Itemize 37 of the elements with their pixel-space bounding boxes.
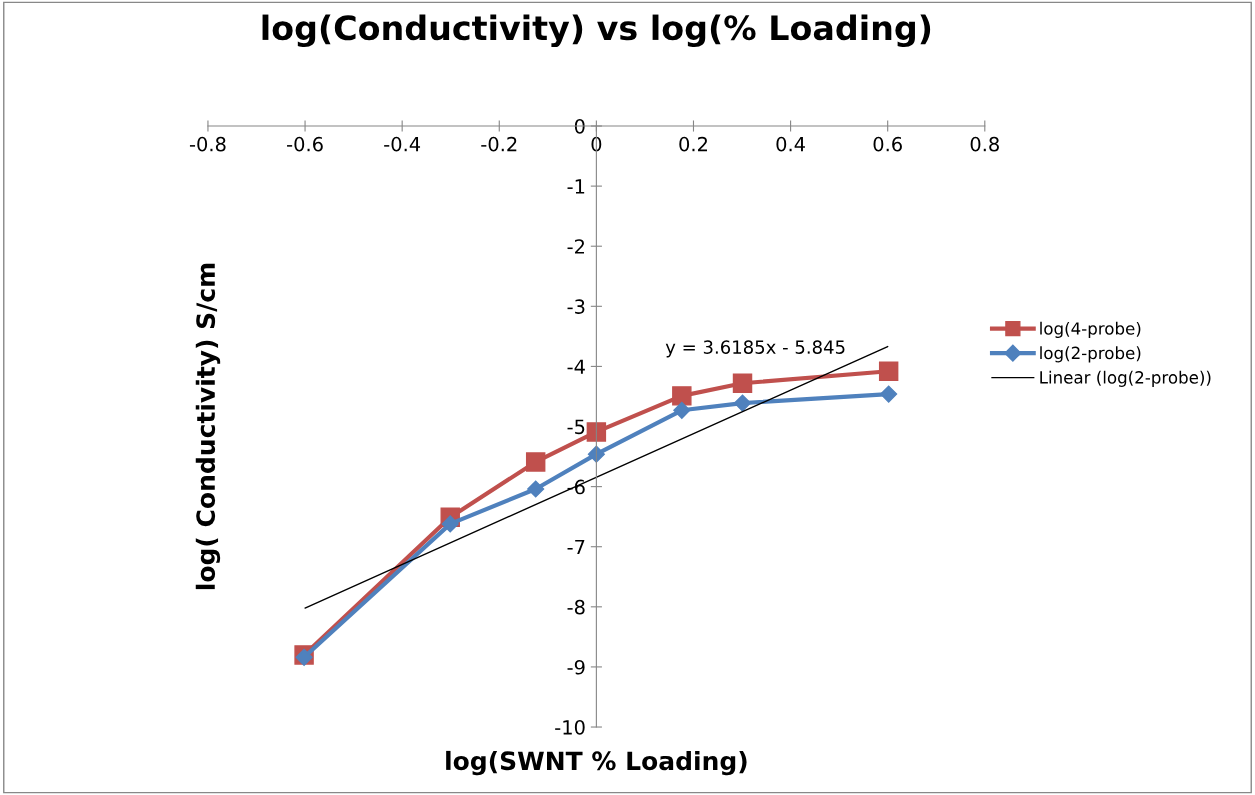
x-tick-label: -0.2	[481, 136, 517, 152]
point	[673, 401, 691, 419]
y-tick-label: -4	[567, 359, 585, 374]
y-tick-label: -5	[567, 419, 585, 435]
point	[525, 452, 546, 472]
x-tick-label: 0.4	[776, 136, 805, 152]
y-axis-title: log( Conductivity) S/cm	[195, 263, 221, 590]
point	[880, 385, 898, 403]
legend-label: log(2-probe)	[1040, 346, 1141, 363]
point	[527, 480, 545, 498]
x-tick-label: 0.8	[970, 136, 999, 152]
y-tick-label: 0	[574, 118, 585, 134]
chart-title: log(Conductivity) vs log(% Loading)	[262, 14, 931, 48]
x-tick-label: -0.6	[287, 136, 323, 152]
x-axis-title: log(SWNT % Loading)	[446, 750, 747, 776]
x-tick-label: 0.2	[679, 136, 707, 152]
x-tick-label: 0	[591, 136, 602, 152]
point	[878, 361, 899, 381]
point	[672, 386, 692, 406]
point	[732, 373, 753, 393]
y-tick-label: -9	[567, 659, 585, 675]
y-tick-label: -1	[567, 179, 585, 194]
annotation: y = 3.6185x - 5.845	[665, 340, 845, 358]
y-tick-label: -10	[555, 719, 585, 735]
y-tick-label: -7	[567, 539, 585, 555]
x-tick-label: 0.6	[873, 136, 902, 152]
y-tick-label: -2	[567, 239, 585, 254]
point	[587, 445, 605, 463]
legend-label: Linear (log(2-probe))	[1040, 370, 1211, 387]
y-tick-label: -8	[567, 599, 585, 615]
legend-label: log(4-probe)	[1040, 321, 1141, 338]
y-tick-label: -3	[567, 299, 585, 314]
point	[441, 515, 459, 533]
x-tick-label: -0.8	[189, 136, 226, 152]
point	[733, 394, 752, 412]
point	[586, 422, 607, 442]
x-tick-label: -0.4	[384, 136, 421, 152]
